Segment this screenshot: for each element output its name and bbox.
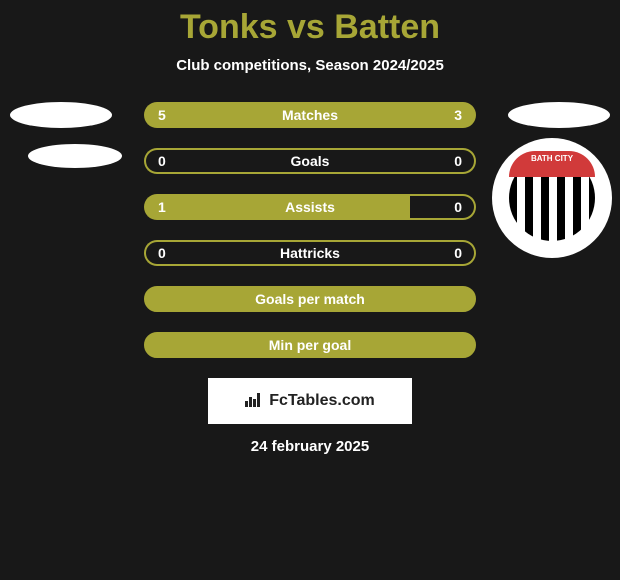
stat-value-left: 5 (158, 107, 166, 123)
stat-bar-left: 1 (144, 194, 410, 220)
stat-bar-left: 5 (144, 102, 352, 128)
player-left-icon (10, 102, 112, 128)
stat-value-left: 1 (158, 199, 166, 215)
stat-bar-full (144, 286, 476, 312)
club-badge: BATH CITY (492, 138, 612, 258)
stat-value-right: 0 (454, 199, 462, 215)
stat-bar-right: 0 (310, 148, 476, 174)
stat-bar-left: 0 (144, 148, 310, 174)
stat-value-right: 0 (454, 153, 462, 169)
date-text: 24 february 2025 (0, 438, 620, 455)
stat-row: 00Hattricks (144, 240, 476, 266)
stat-row: 10Assists (144, 194, 476, 220)
stat-bar-right: 0 (310, 240, 476, 266)
watermark-chart-icon (245, 393, 263, 410)
stat-value-right: 3 (454, 107, 462, 123)
stat-value-left: 0 (158, 245, 166, 261)
stat-row: Min per goal (144, 332, 476, 358)
watermark: FcTables.com (208, 378, 412, 424)
player-left-icon-2 (28, 144, 122, 168)
page-subtitle: Club competitions, Season 2024/2025 (0, 57, 620, 74)
stat-bar-full (144, 332, 476, 358)
stat-row: 00Goals (144, 148, 476, 174)
stats-area: BATH CITY 53Matches00Goals10Assists00Hat… (0, 102, 620, 358)
stat-bar-left: 0 (144, 240, 310, 266)
stat-bar-right: 0 (410, 194, 476, 220)
player-right-icon (508, 102, 610, 128)
watermark-text: FcTables.com (269, 392, 375, 410)
stat-row: 53Matches (144, 102, 476, 128)
stat-value-left: 0 (158, 153, 166, 169)
club-badge-text: BATH CITY (509, 151, 595, 177)
page-title: Tonks vs Batten (0, 0, 620, 47)
stat-row: Goals per match (144, 286, 476, 312)
club-badge-stripes: BATH CITY (509, 155, 595, 241)
stat-value-right: 0 (454, 245, 462, 261)
stat-bar-right: 3 (352, 102, 477, 128)
